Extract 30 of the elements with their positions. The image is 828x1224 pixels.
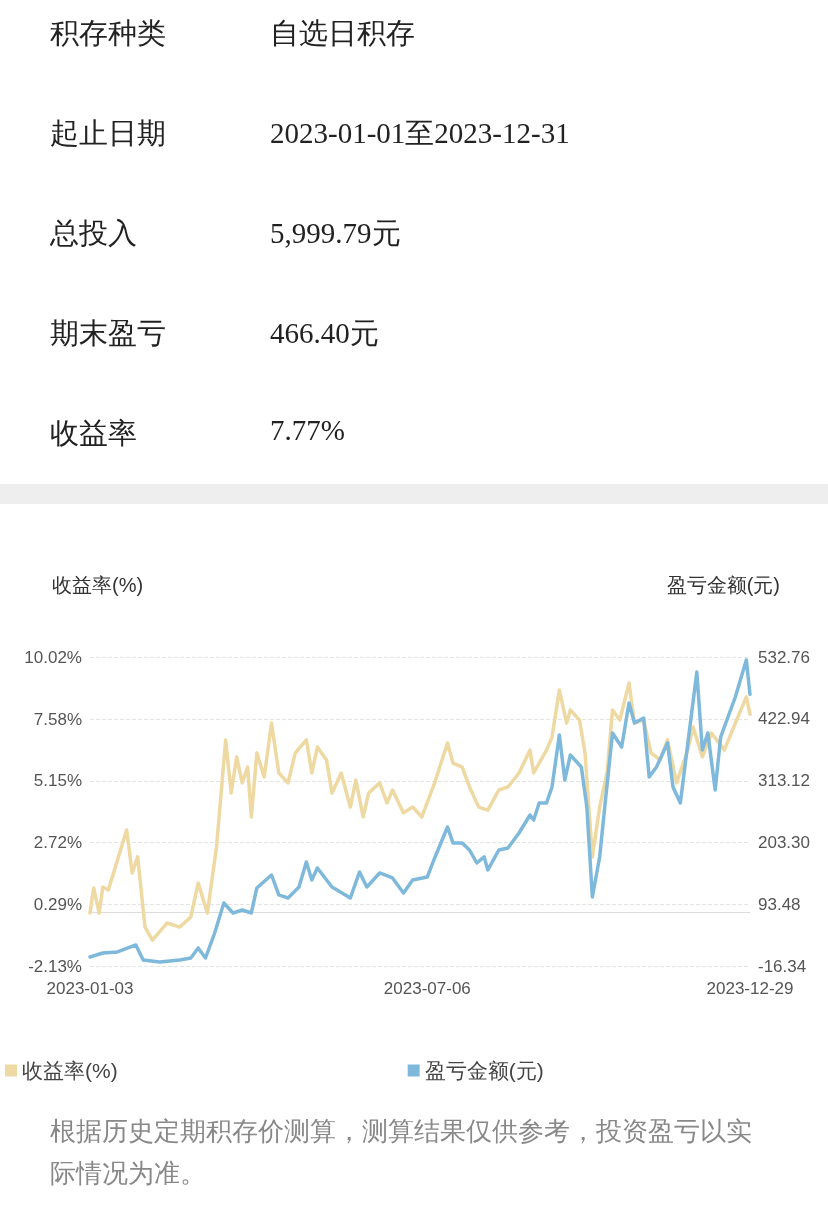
text: 7.77% bbox=[270, 414, 345, 447]
text: 期末盈亏 bbox=[50, 315, 166, 352]
y-tick-label: 0.29% bbox=[33, 894, 82, 914]
text: 收益率 bbox=[50, 415, 137, 452]
y-tick-label: 7.58% bbox=[33, 709, 82, 729]
x-tick-label: 2023-12-29 bbox=[706, 979, 794, 998]
text: 自选日积存 bbox=[270, 16, 415, 51]
legend-label: 收益率(%) bbox=[22, 1059, 118, 1082]
y-axis-title: 收益率(%) bbox=[52, 574, 144, 596]
y-tick-label: -2.13% bbox=[28, 956, 82, 976]
y2-tick-label: -16.34 bbox=[758, 956, 807, 976]
y2-tick-label: 203.30 bbox=[758, 832, 810, 852]
y-tick-label: 5.15% bbox=[33, 771, 82, 791]
text: 466.40元 bbox=[270, 316, 379, 351]
text: 积存种类 bbox=[50, 15, 166, 52]
y-tick-label: 10.02% bbox=[24, 647, 82, 667]
y2-tick-label: 422.94 bbox=[758, 709, 810, 729]
text: 根据历史定期积存价测算，测算结果仅供参考，投资盈亏以实际情况为准。 bbox=[50, 1115, 753, 1190]
y-tick-label: 2.72% bbox=[33, 833, 82, 853]
text: 2023-01-01至2023-12-31 bbox=[270, 116, 570, 151]
x-tick-label: 2023-07-06 bbox=[383, 979, 471, 998]
y2-tick-label: 93.48 bbox=[758, 894, 801, 914]
legend-label: 盈亏金额(元) bbox=[424, 1059, 544, 1082]
text: 总投入 bbox=[50, 215, 137, 252]
y2-tick-label: 313.12 bbox=[758, 771, 810, 791]
y2-tick-label: 532.76 bbox=[758, 647, 810, 667]
text: 起止日期 bbox=[50, 115, 166, 152]
y2-axis-title: 盈亏金额(元) bbox=[666, 574, 780, 596]
text: 5,999.79元 bbox=[270, 216, 401, 251]
x-tick-label: 2023-01-03 bbox=[46, 979, 134, 998]
